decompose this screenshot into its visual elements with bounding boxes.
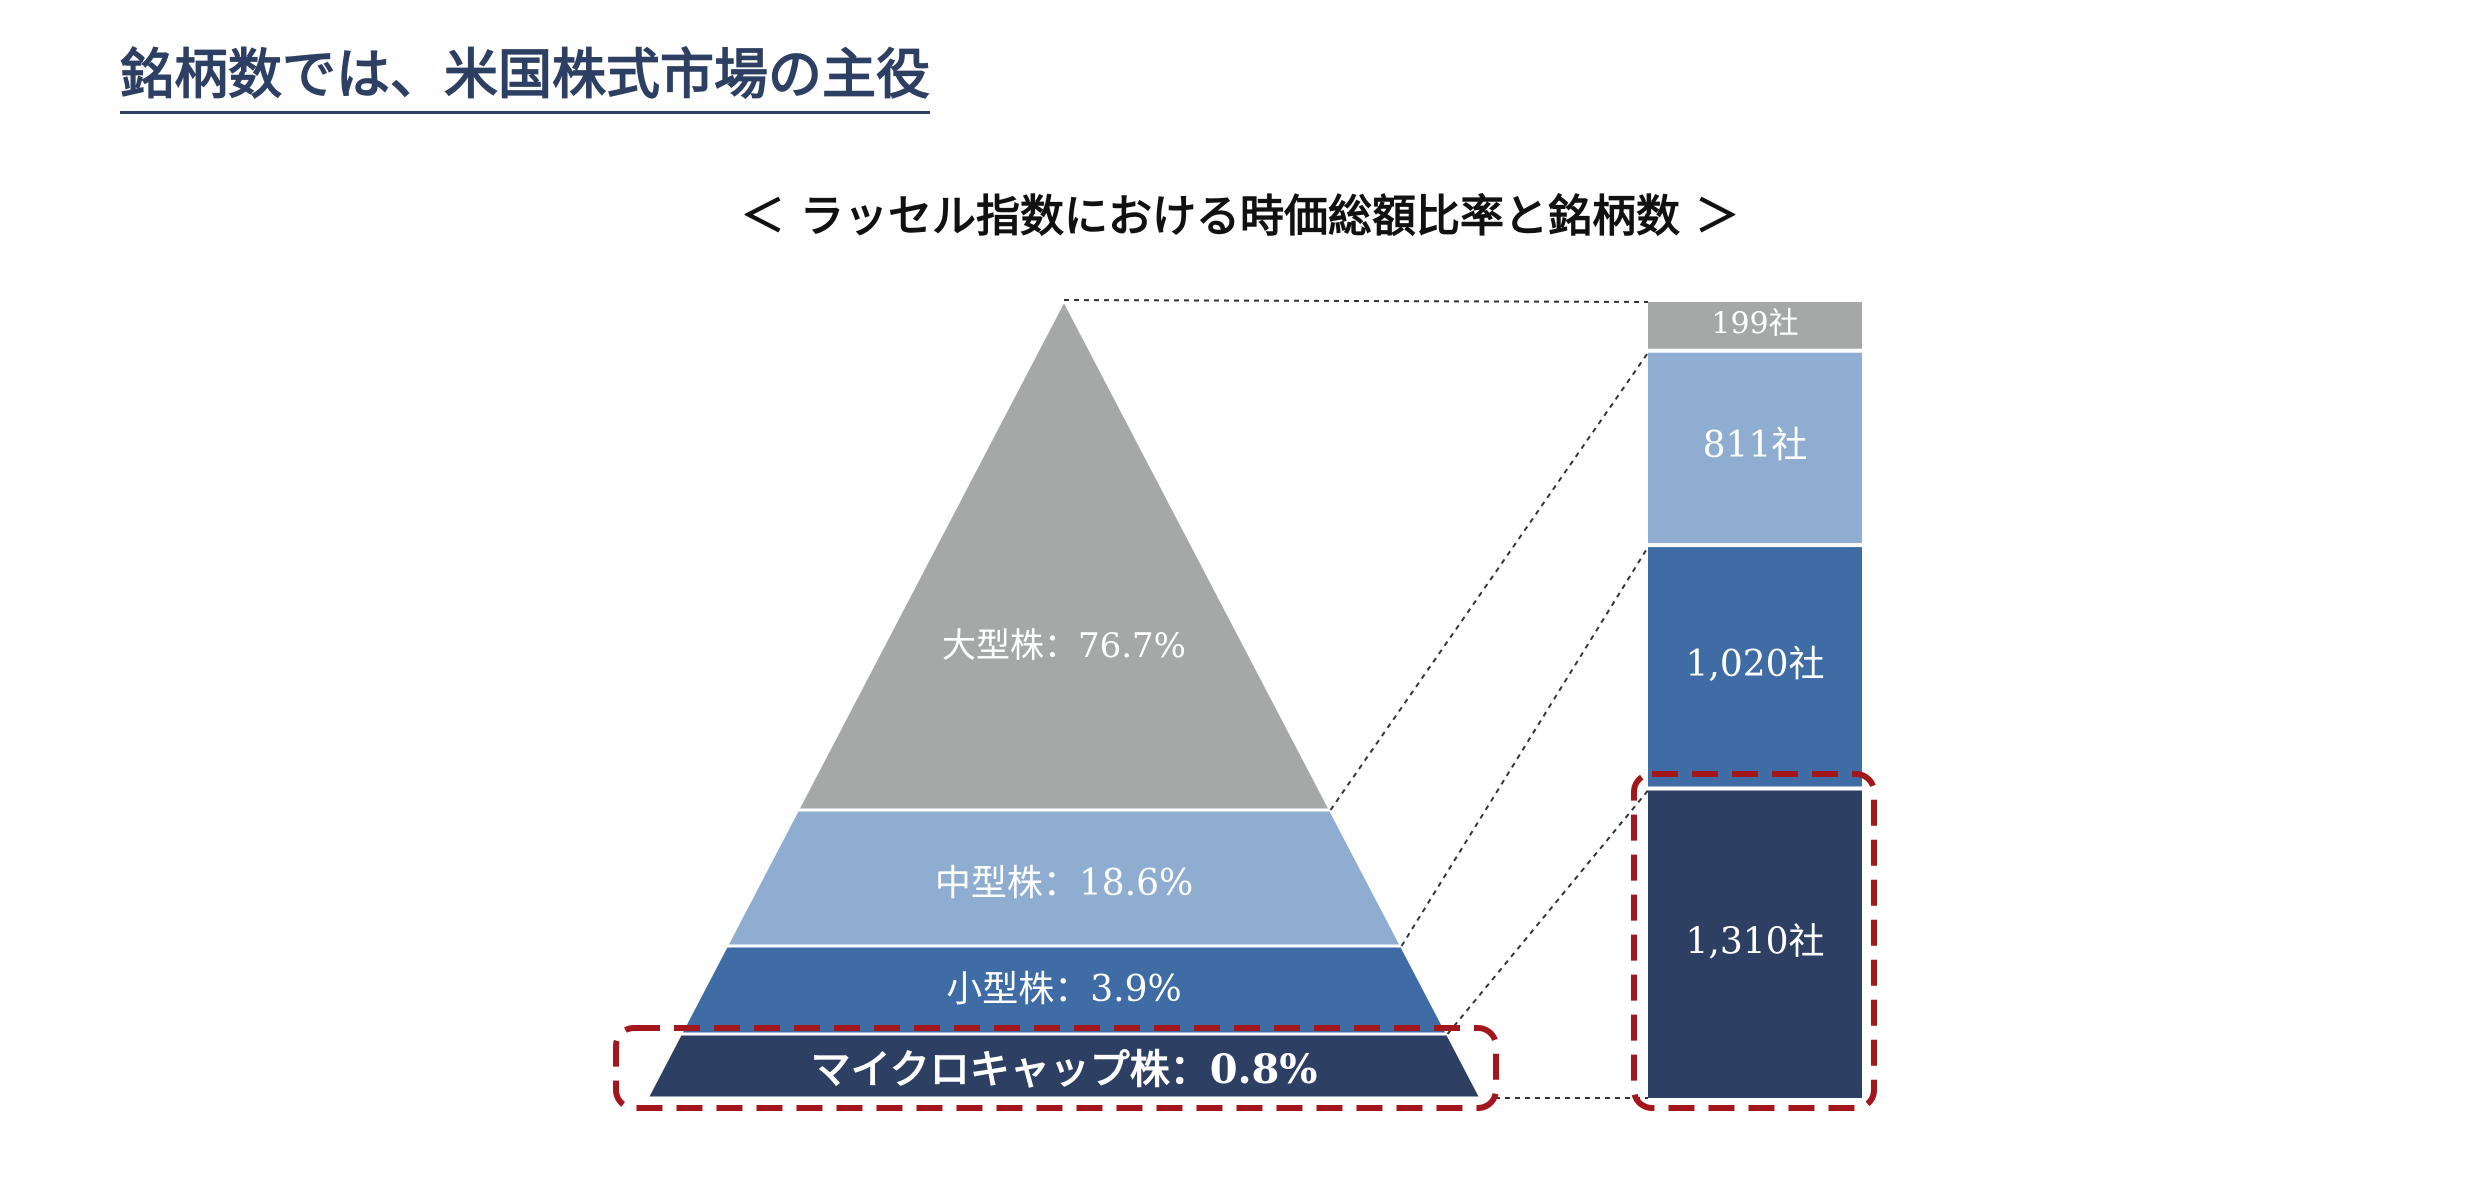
pyramid-label-2: 小型株：3.9% [946,969,1181,1010]
highlight-box-pyramid [613,1025,1499,1111]
pyramid-label-0: 大型株：76.7% [942,626,1186,666]
pyramid-tier-3 [644,1032,1484,1100]
count-label-2: 1,020社 [1685,644,1824,685]
connector-line-0 [1063,299,1649,303]
count-label-0: 199社 [1711,306,1798,341]
pyramid-label-3: マイクロキャップ株：0.8% [811,1046,1318,1093]
page-title: 銘柄数では、米国株式市場の主役 [120,42,930,114]
connector-line-3 [1446,789,1649,1035]
count-bar-1 [1648,352,1862,544]
count-bar-3 [1648,790,1862,1098]
count-label-1: 811社 [1703,425,1808,466]
highlight-box-bar [1631,771,1877,1111]
pyramid-label-1: 中型株：18.6% [935,863,1193,904]
connector-line-1 [1329,352,1649,811]
connector-line-2 [1400,546,1649,947]
chart-title: ＜ ラッセル指数における時価総額比率と銘柄数 ＞ [740,191,1740,242]
count-bar-0 [1648,302,1862,349]
pyramid-tier-0 [795,296,1333,812]
count-label-3: 1,310社 [1685,921,1824,962]
count-bar-2 [1648,547,1862,787]
